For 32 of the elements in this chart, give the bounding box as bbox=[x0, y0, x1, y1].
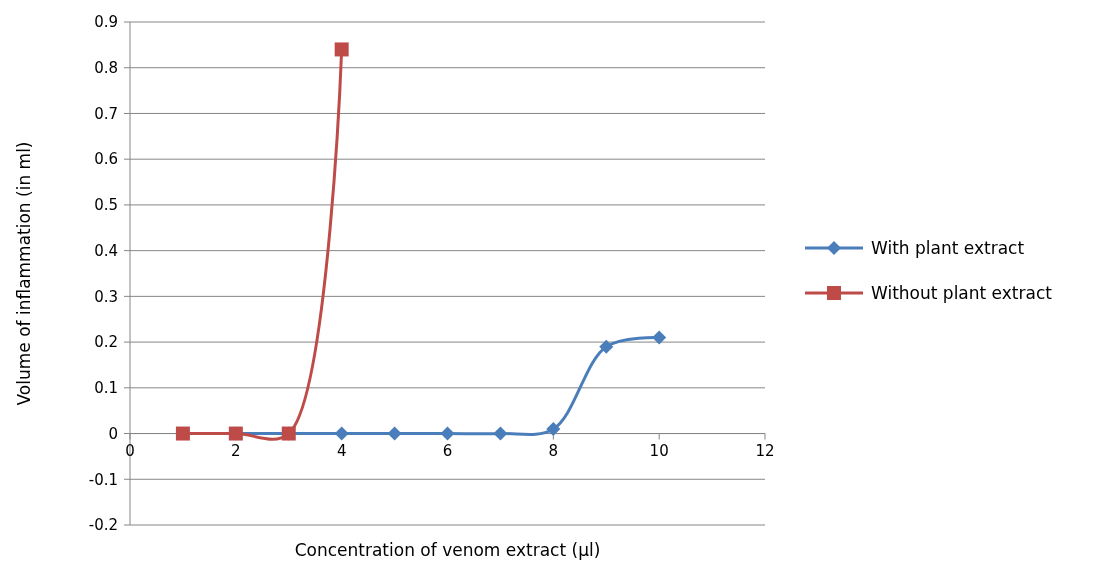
point bbox=[175, 426, 190, 441]
y-tick-label: 0.9 bbox=[94, 13, 118, 32]
x-tick-label: 10 bbox=[649, 441, 669, 460]
point bbox=[440, 426, 455, 441]
point bbox=[493, 426, 508, 441]
point bbox=[387, 426, 402, 441]
point bbox=[652, 330, 667, 345]
y-tick-label: 0.4 bbox=[94, 241, 118, 260]
y-tick-label: 0.3 bbox=[94, 287, 118, 306]
y-tick-label: 0.7 bbox=[94, 104, 118, 123]
y-tick-label: 0 bbox=[108, 424, 118, 443]
x-tick-label: 12 bbox=[755, 441, 775, 460]
y-tick-label: 0.8 bbox=[94, 58, 118, 77]
point bbox=[599, 339, 614, 354]
point bbox=[334, 42, 349, 57]
point bbox=[546, 421, 561, 436]
point bbox=[334, 426, 349, 441]
y-tick-label: 0.1 bbox=[94, 379, 118, 398]
y-tick-label: 0.5 bbox=[94, 196, 118, 215]
legend-label: Without plant extract bbox=[871, 282, 1053, 303]
x-tick-label: 6 bbox=[442, 441, 453, 460]
y-tick-label: -0.1 bbox=[88, 470, 118, 489]
x-tick-label: 8 bbox=[548, 441, 559, 460]
y-tick-label: 0.2 bbox=[94, 333, 118, 352]
x-tick-label: 2 bbox=[231, 441, 241, 460]
y-tick-label: -0.2 bbox=[88, 516, 118, 535]
legend-label: With plant extract bbox=[871, 237, 1025, 258]
x-axis-title: Concentration of venom extract (µl) bbox=[294, 540, 601, 560]
y-axis-title: Volume of inflammation (in ml) bbox=[14, 141, 34, 406]
x-tick-label: 0 bbox=[125, 441, 135, 460]
y-tick-label: 0.6 bbox=[94, 150, 118, 169]
x-tick-label: 4 bbox=[336, 441, 347, 460]
